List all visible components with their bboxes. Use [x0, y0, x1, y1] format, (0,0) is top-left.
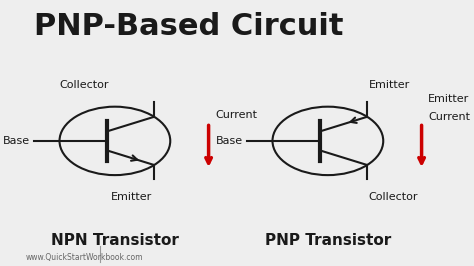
Text: PNP-Based Circuit: PNP-Based Circuit: [34, 12, 344, 41]
Text: Base: Base: [216, 136, 243, 146]
Text: www.QuickStartWorkbook.com: www.QuickStartWorkbook.com: [26, 253, 143, 262]
Text: PNP Transistor: PNP Transistor: [265, 234, 391, 248]
Text: Emitter: Emitter: [428, 94, 469, 104]
Text: Emitter: Emitter: [369, 80, 410, 90]
Text: Emitter: Emitter: [110, 192, 152, 202]
Text: Current: Current: [215, 110, 257, 120]
Text: Collector: Collector: [369, 192, 418, 202]
Text: NPN Transistor: NPN Transistor: [51, 234, 179, 248]
Text: Base: Base: [2, 136, 30, 146]
Text: Current: Current: [428, 113, 470, 122]
Text: Collector: Collector: [59, 80, 109, 90]
